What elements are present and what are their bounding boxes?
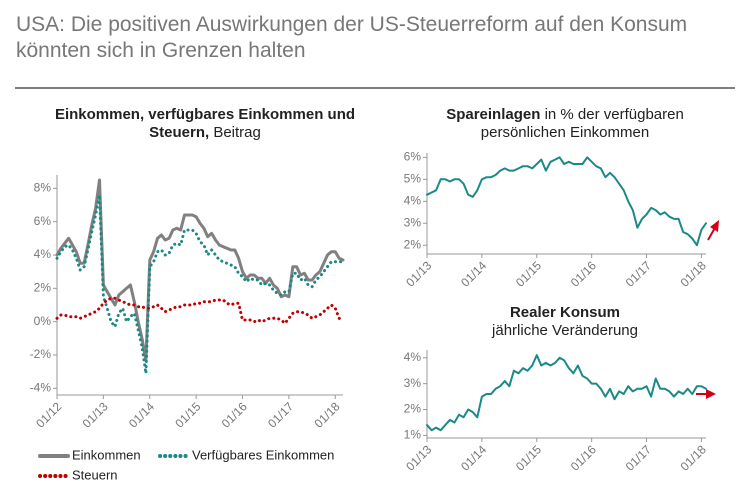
y-tick-label: 6% — [404, 150, 422, 164]
line — [426, 354, 707, 432]
title-bold: Spareinlagen — [446, 106, 541, 123]
x-tick-label: 01/13 — [403, 258, 434, 289]
y-tick-label: -2% — [30, 347, 52, 361]
y-tick-label: 2% — [34, 281, 52, 295]
legend-label: Einkommen — [72, 447, 141, 462]
x-tick-label: 01/13 — [403, 442, 434, 473]
x-tick-label: 01/15 — [513, 442, 544, 473]
x-tick-label: 01/16 — [219, 399, 250, 430]
y-tick-label: 3% — [404, 376, 422, 390]
subtitle: Beitrag — [213, 124, 261, 141]
x-tick-label: 01/17 — [265, 399, 296, 430]
y-tick-label: 3% — [404, 215, 422, 229]
x-tick-label: 01/16 — [568, 258, 599, 289]
y-tick-label: 4% — [34, 247, 52, 261]
chart-title: Realer Konsum jährliche Veränderung — [420, 304, 710, 340]
title: USA: Die positiven Auswirkungen der US-S… — [16, 13, 688, 63]
y-tick-label: 5% — [404, 172, 422, 186]
x-tick-label: 01/14 — [126, 399, 157, 430]
legend-label: Steuern — [72, 467, 118, 482]
x-tick-label: 01/18 — [678, 258, 709, 289]
x-tick-label: 01/15 — [513, 258, 544, 289]
x-tick-label: 01/18 — [678, 442, 709, 473]
legend-label: Verfügbares Einkommen — [192, 447, 334, 462]
arrow — [696, 389, 716, 399]
line — [55, 178, 345, 362]
y-tick-label: 6% — [34, 214, 52, 228]
y-tick-label: 8% — [34, 181, 52, 195]
title-bold: Realer Konsum — [509, 304, 621, 321]
arrow — [707, 220, 719, 241]
line — [55, 296, 345, 325]
subtitle: in % der verfügbaren persönlichen Einkom… — [480, 106, 684, 141]
x-tick-label: 01/17 — [623, 258, 654, 289]
x-tick-label: 01/15 — [172, 399, 203, 430]
chart-title: Einkommen, verfügbares Einkommen und Ste… — [52, 106, 358, 142]
x-tick-label: 01/13 — [80, 399, 111, 430]
x-tick-label: 01/12 — [33, 399, 64, 430]
line — [426, 156, 707, 247]
y-tick-label: 0% — [34, 314, 52, 328]
x-tick-label: 01/17 — [623, 442, 654, 473]
x-tick-label: 01/16 — [568, 442, 599, 473]
y-tick-label: 4% — [404, 350, 422, 364]
y-tick-label: 4% — [404, 193, 422, 207]
title-bold: Einkommen, verfügbares Einkommen und Ste… — [54, 106, 356, 141]
y-tick-label: 2% — [404, 402, 422, 416]
x-tick-label: 01/14 — [458, 258, 489, 289]
chart-title: Spareinlagen in % der verfügbaren persön… — [420, 106, 710, 142]
y-tick-label: 1% — [404, 428, 422, 442]
y-tick-label: 2% — [404, 237, 422, 251]
x-tick-label: 01/18 — [311, 399, 342, 430]
subtitle: jährliche Veränderung — [492, 322, 638, 339]
x-tick-label: 01/14 — [458, 442, 489, 473]
y-tick-label: -4% — [30, 381, 52, 395]
